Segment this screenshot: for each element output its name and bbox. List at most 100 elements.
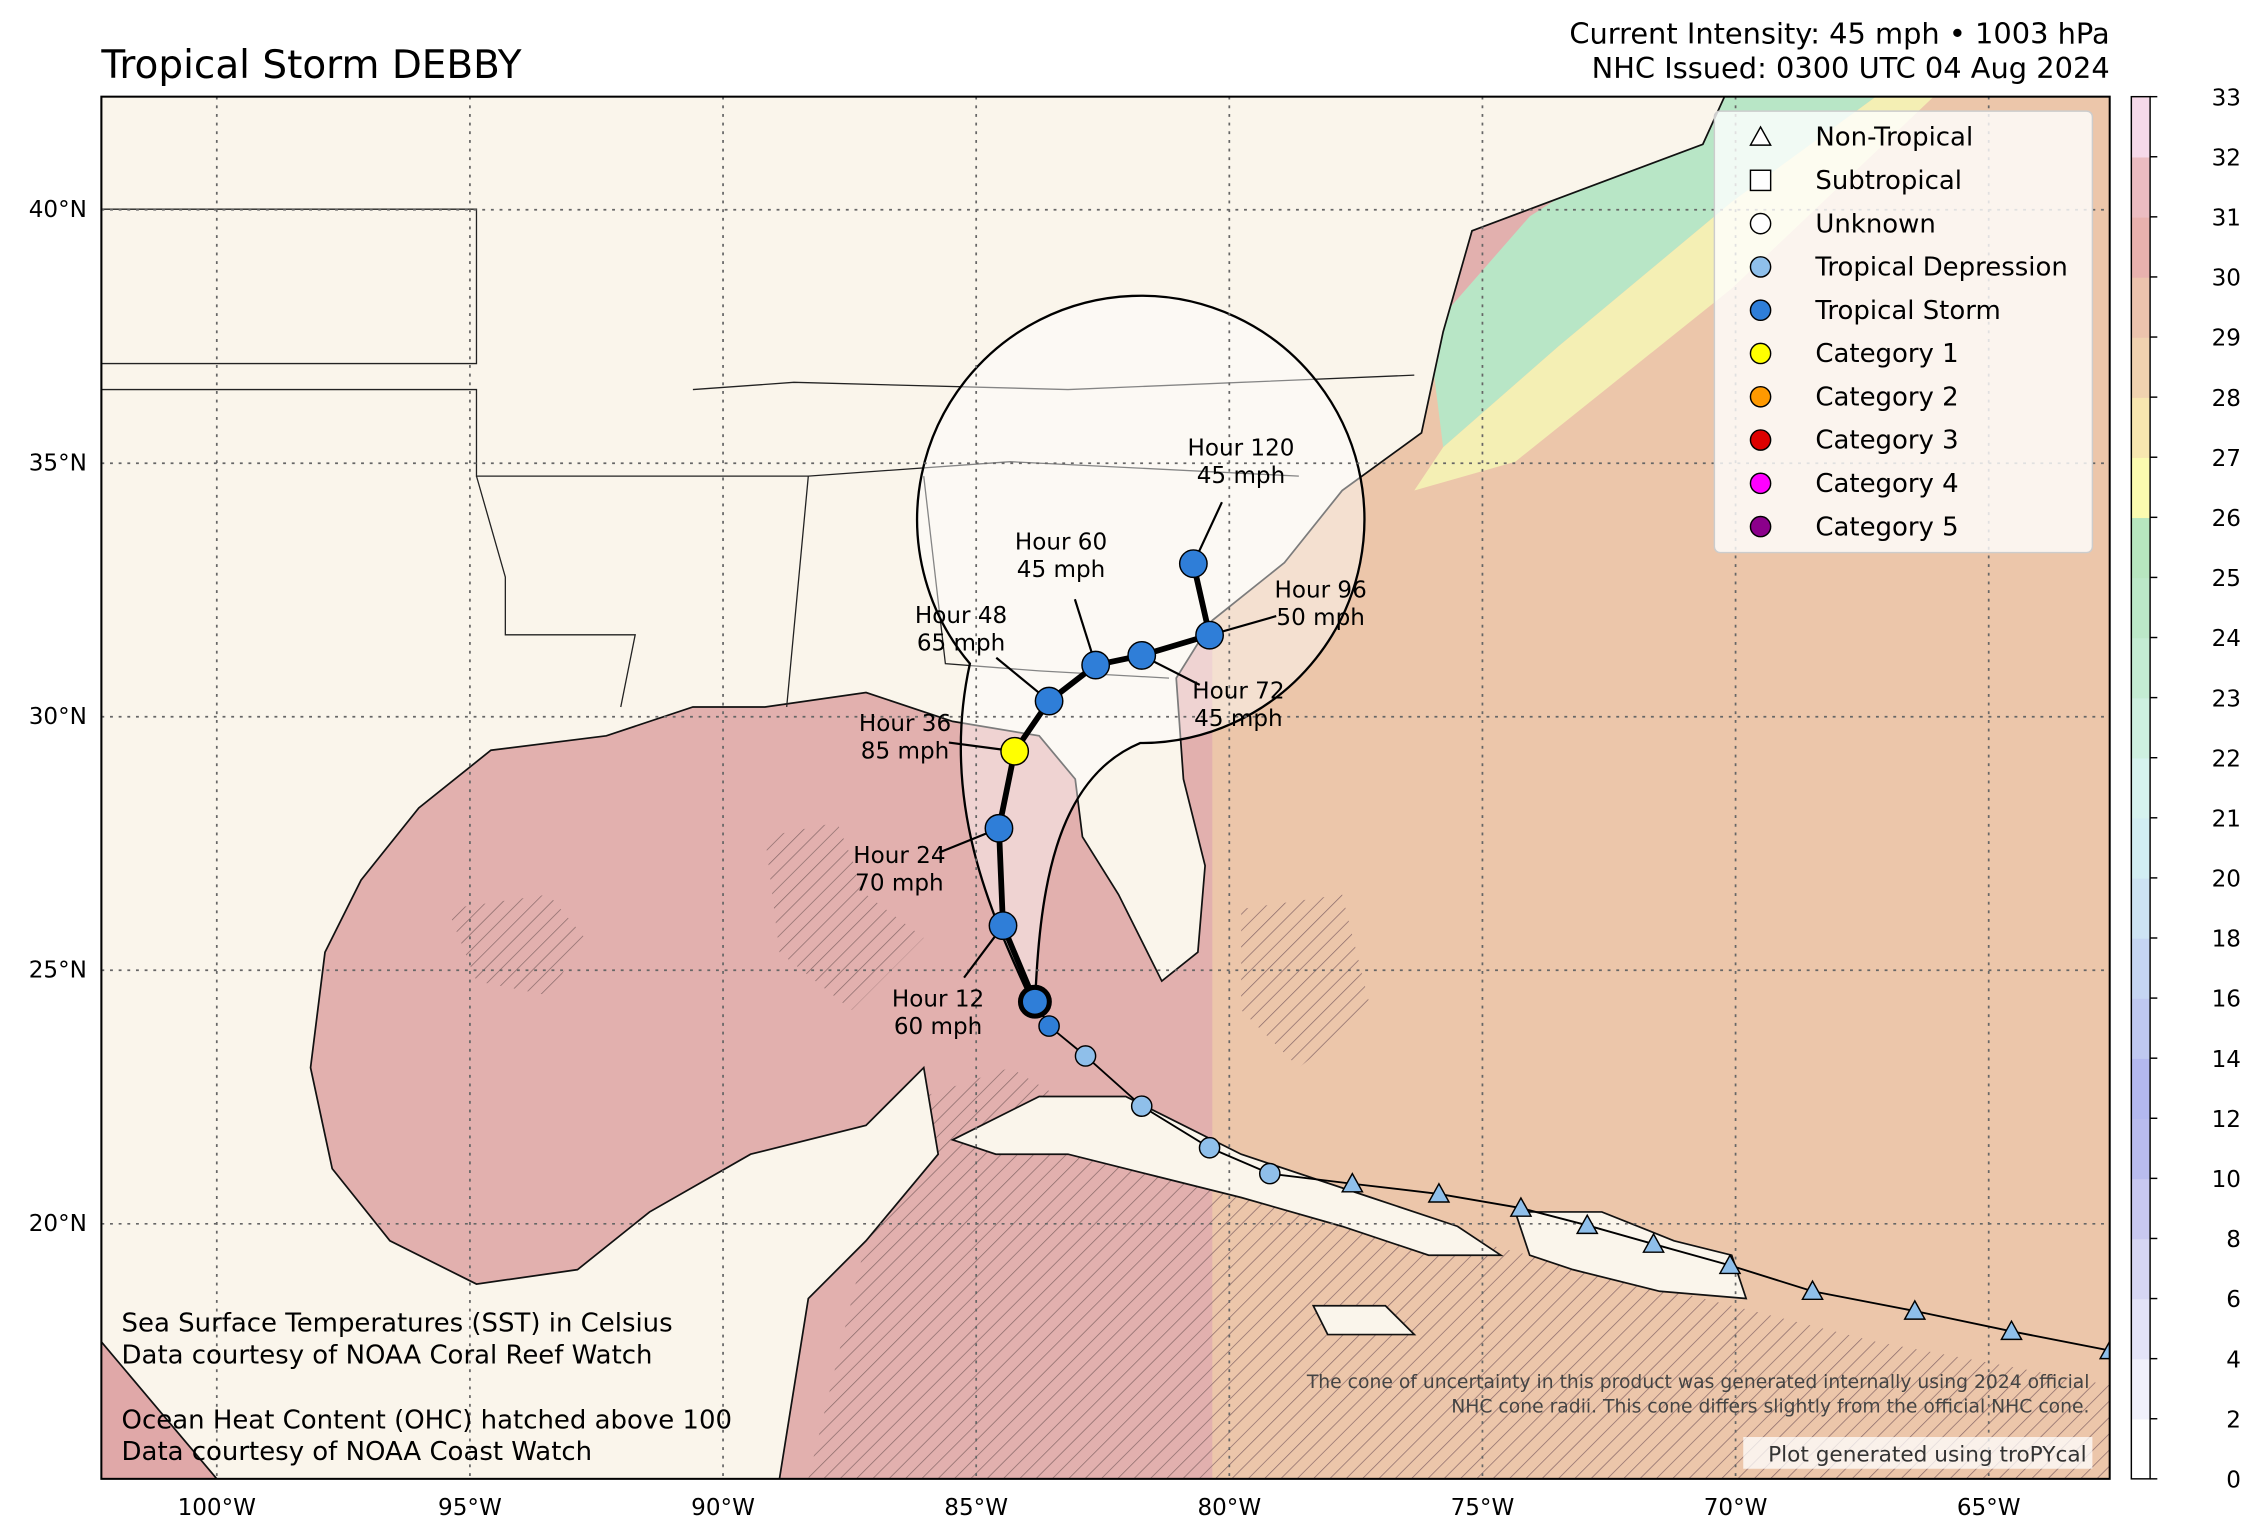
colorbar-band bbox=[2131, 1058, 2151, 1119]
credit: Plot generated using troPYcal bbox=[1768, 1443, 2087, 1468]
ohc-note: Data courtesy of NOAA Coast Watch bbox=[122, 1437, 593, 1467]
cone-note: The cone of uncertainty in this product … bbox=[1306, 1372, 2090, 1393]
lon-label: 95°W bbox=[438, 1495, 502, 1521]
forecast-wind: 45 mph bbox=[1017, 557, 1105, 583]
colorbar-label: 2 bbox=[2226, 1407, 2241, 1433]
state-line bbox=[475, 475, 636, 708]
forecast-wind: 65 mph bbox=[917, 631, 1005, 657]
legend-box bbox=[1713, 110, 2094, 554]
legend: Non-Tropical Subtropical Unknown Tropical D… bbox=[1749, 123, 2068, 542]
colorbar-band bbox=[2131, 457, 2151, 519]
forecast-hour: Hour 120 bbox=[1187, 435, 1294, 461]
colorbar-label: 30 bbox=[2212, 266, 2241, 292]
colorbar-label: 0 bbox=[2226, 1468, 2241, 1494]
marker bbox=[1034, 686, 1064, 716]
plot-frame bbox=[100, 95, 2111, 1480]
legend-label: Non-Tropical bbox=[1815, 123, 1973, 153]
marker bbox=[1749, 472, 1772, 495]
past-track-line bbox=[1034, 1001, 2110, 1352]
colorbar-label: 8 bbox=[2226, 1227, 2241, 1253]
axis-labels: 100°W 95°W 90°W 85°W 80°W 75°W 70°W 65°W 20°N 25°… bbox=[29, 197, 2021, 1521]
colorbar-frame bbox=[2130, 95, 2151, 1480]
intensity: Current Intensity: 45 mph • 1003 hPa bbox=[1569, 16, 2109, 50]
colorbar-label: 10 bbox=[2212, 1167, 2241, 1193]
colorbar-band bbox=[2131, 757, 2151, 819]
cool-sst bbox=[1428, 96, 1876, 448]
colorbar-label: 23 bbox=[2212, 686, 2241, 712]
colorbar-band bbox=[2131, 937, 2151, 999]
colorbar-band bbox=[2131, 817, 2151, 879]
colorbar-label: 6 bbox=[2226, 1287, 2241, 1313]
colorbar-band bbox=[2131, 1118, 2151, 1180]
colorbar-band bbox=[2131, 276, 2151, 338]
colorbar-label: 22 bbox=[2212, 746, 2241, 772]
marker bbox=[1749, 385, 1772, 408]
marker bbox=[1718, 1253, 1742, 1275]
colorbar-label: 20 bbox=[2212, 867, 2241, 893]
colorbar-label: 14 bbox=[2212, 1047, 2241, 1073]
hispaniola bbox=[1514, 1211, 1748, 1300]
title: Tropical Storm DEBBY bbox=[100, 43, 521, 88]
colorbar-label: 26 bbox=[2212, 506, 2241, 532]
marker bbox=[1575, 1213, 1599, 1235]
lon-label: 70°W bbox=[1704, 1495, 1768, 1521]
lon-label: 90°W bbox=[691, 1495, 755, 1521]
colorbar-band bbox=[2131, 998, 2151, 1059]
forecast-hour: Hour 60 bbox=[1015, 530, 1107, 556]
colorbar-label: 12 bbox=[2212, 1107, 2241, 1133]
marker bbox=[1749, 212, 1772, 235]
marker bbox=[1074, 1045, 1097, 1067]
state-line bbox=[786, 476, 809, 708]
marker bbox=[1801, 1279, 1824, 1301]
forecast-hour: Hour 48 bbox=[915, 603, 1007, 629]
sst-note: Sea Surface Temperatures (SST) in Celsiu… bbox=[122, 1309, 673, 1339]
marker bbox=[1038, 1015, 1060, 1037]
marker bbox=[1749, 125, 1772, 146]
colorbar-label: 31 bbox=[2212, 206, 2241, 232]
legend-label: Subtropical bbox=[1815, 166, 1962, 196]
issued: NHC Issued: 0300 UTC 04 Aug 2024 bbox=[1592, 51, 2110, 85]
marker bbox=[1427, 1182, 1451, 1203]
colorbar-band bbox=[2131, 96, 2151, 158]
forecast-hour: Hour 24 bbox=[853, 843, 945, 869]
colorbar-label: 27 bbox=[2212, 446, 2241, 472]
legend-label: Category 2 bbox=[1815, 382, 1958, 412]
colorbar-label: 33 bbox=[2212, 85, 2241, 111]
state-line bbox=[101, 208, 478, 365]
forecast-wind: 85 mph bbox=[861, 738, 949, 764]
marker bbox=[1509, 1196, 1533, 1217]
notes: Sea Surface Temperatures (SST) in Celsiu… bbox=[122, 1309, 732, 1467]
colorbar-label: 16 bbox=[2212, 987, 2241, 1013]
legend-label: Tropical Depression bbox=[1814, 253, 2067, 283]
marker bbox=[1749, 429, 1772, 451]
colorbar-label: 21 bbox=[2212, 806, 2241, 832]
land bbox=[101, 96, 1726, 1479]
lat-label: 20°N bbox=[29, 1211, 87, 1237]
marker bbox=[1749, 169, 1772, 192]
graticule bbox=[101, 96, 2110, 1479]
legend-label: Unknown bbox=[1815, 209, 1935, 239]
marker bbox=[1749, 342, 1772, 365]
marker bbox=[1127, 640, 1157, 670]
marker bbox=[1081, 650, 1111, 680]
colorbar-band bbox=[2131, 397, 2151, 458]
legend-label: Category 3 bbox=[1815, 426, 1958, 456]
legend-label: Category 1 bbox=[1815, 339, 1958, 369]
colorbar-band bbox=[2131, 697, 2151, 759]
colorbar: 0246810121416182021222324252627282930313… bbox=[2130, 85, 2241, 1494]
forecast-hour: Hour 96 bbox=[1275, 578, 1367, 604]
lon-label: 75°W bbox=[1451, 1495, 1515, 1521]
forecast-wind: 50 mph bbox=[1276, 605, 1364, 631]
legend-label: Category 5 bbox=[1815, 512, 1958, 542]
forecast-wind: 60 mph bbox=[894, 1014, 982, 1040]
lon-label: 80°W bbox=[1197, 1495, 1261, 1521]
marker bbox=[1198, 1136, 1221, 1159]
forecast-wind: 45 mph bbox=[1194, 706, 1282, 732]
credit-box bbox=[1743, 1437, 2093, 1469]
current-position bbox=[1017, 984, 1052, 1019]
forecast-wind: 45 mph bbox=[1197, 463, 1285, 489]
sst-note: Data courtesy of NOAA Coral Reef Watch bbox=[122, 1340, 653, 1370]
jamaica bbox=[1311, 1304, 1417, 1336]
colorbar-label: 25 bbox=[2212, 566, 2241, 592]
marker bbox=[1130, 1095, 1153, 1117]
